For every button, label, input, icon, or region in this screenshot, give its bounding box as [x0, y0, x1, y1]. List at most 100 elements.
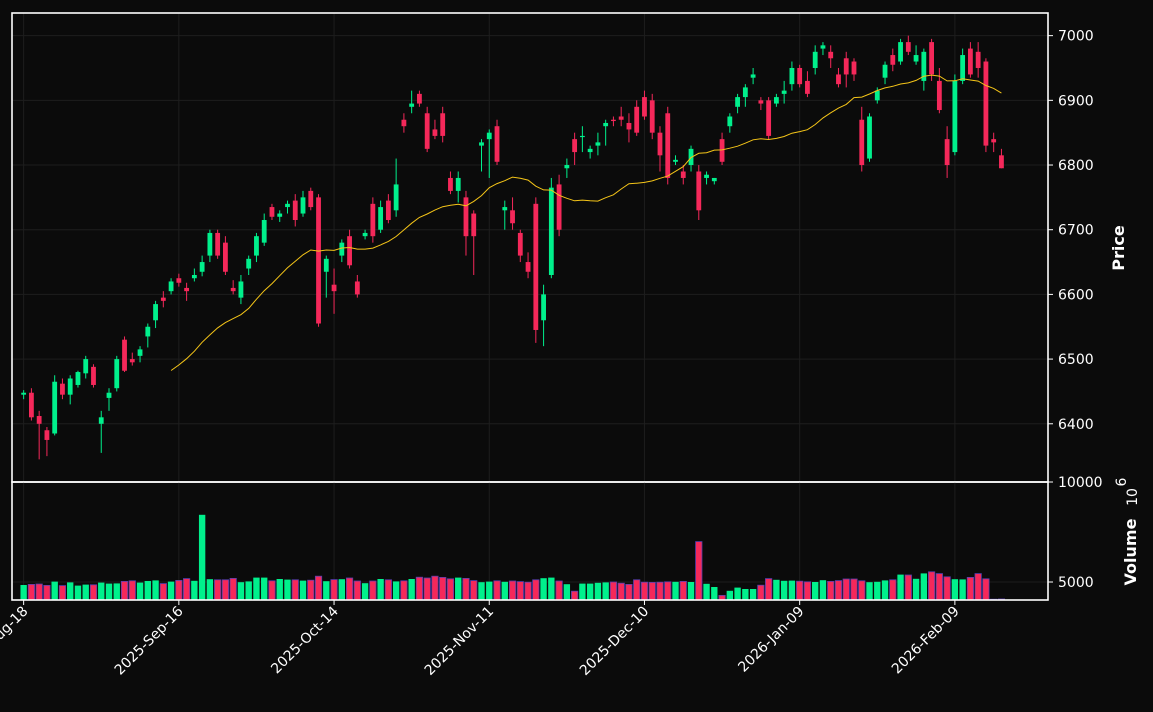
candle-body	[323, 258, 329, 272]
candle-body	[122, 339, 127, 371]
candle-body	[781, 90, 787, 94]
volume-bar	[455, 577, 462, 600]
candle-body	[742, 87, 748, 98]
volume-bar	[959, 579, 966, 600]
candle-body	[455, 177, 461, 191]
volume-bar	[664, 581, 672, 601]
volume-tick-label: 10000	[1058, 475, 1103, 491]
candle-body	[471, 213, 477, 237]
volume-bar	[58, 585, 67, 601]
candle-body	[929, 42, 935, 75]
candle-body	[611, 119, 616, 122]
volume-panel-frame	[11, 481, 1049, 601]
volume-bar	[951, 579, 959, 600]
candle-body	[983, 61, 989, 146]
volume-bar	[314, 575, 323, 601]
candle-body	[921, 51, 927, 81]
candle-body	[711, 177, 717, 182]
candle-body	[83, 359, 89, 374]
volume-bar	[703, 583, 710, 600]
volume-bar	[765, 578, 773, 601]
candle-body	[292, 200, 298, 221]
volume-bar	[812, 582, 819, 600]
candle-body	[261, 220, 267, 243]
volume-bar	[35, 583, 43, 601]
candle-body	[680, 171, 686, 178]
volume-bar	[221, 579, 229, 601]
candle-body	[331, 284, 337, 292]
volume-bar	[128, 580, 136, 601]
candle-body	[874, 90, 880, 101]
volume-bar	[74, 585, 82, 600]
volume-bar	[307, 579, 315, 601]
volume-bar	[501, 581, 508, 600]
candle-body	[913, 55, 919, 62]
volume-bar	[734, 587, 741, 600]
volume-bar	[874, 581, 881, 600]
candle-body	[191, 274, 197, 279]
candle-body	[719, 139, 725, 162]
volume-bar	[408, 579, 415, 600]
candle-body	[494, 126, 500, 162]
volume-bar	[384, 579, 392, 601]
candle-body	[735, 97, 740, 107]
volume-bar	[229, 578, 237, 601]
volume-bar	[850, 578, 858, 601]
candle-body	[882, 64, 888, 78]
candle-body	[308, 190, 314, 208]
candle-body	[548, 187, 554, 275]
candle-body	[223, 242, 228, 272]
volume-bar	[20, 585, 27, 600]
candle-body	[269, 207, 275, 217]
candle-body	[587, 148, 593, 153]
volume-bar	[439, 577, 447, 601]
volume-bar	[486, 581, 493, 600]
candle-body	[859, 119, 865, 166]
candle-body	[556, 184, 562, 230]
volume-bar	[89, 584, 98, 601]
volume-bar	[858, 580, 866, 601]
volume-bar	[377, 579, 384, 600]
volume-bar	[144, 581, 151, 600]
volume-bar	[361, 583, 369, 600]
volume-bar	[423, 577, 431, 601]
candle-body	[52, 381, 58, 434]
volume-bar	[532, 579, 540, 601]
volume-bar	[866, 582, 873, 600]
volume-bar	[935, 573, 943, 601]
volume-bar	[920, 573, 928, 600]
volume-bar	[330, 579, 338, 601]
price-tick-label: 7000	[1058, 29, 1094, 45]
candle-body	[766, 100, 772, 136]
volume-bar	[516, 581, 524, 601]
candle-body	[673, 159, 678, 162]
candle-body	[168, 281, 174, 292]
price-tick-label: 6800	[1058, 158, 1094, 174]
volume-bar	[842, 578, 850, 601]
candle-body	[657, 132, 663, 156]
candle-body	[805, 80, 810, 94]
volume-axis-title: Volume	[1121, 518, 1140, 585]
volume-bar	[82, 584, 89, 600]
volume-bar	[159, 583, 167, 601]
volume-bar	[609, 581, 618, 601]
price-axis-title: Price	[1109, 225, 1128, 271]
volume-bar	[214, 579, 222, 601]
candle-body	[385, 200, 391, 221]
volume-bar	[540, 578, 547, 600]
candle-body	[828, 51, 834, 59]
candle-body	[417, 93, 422, 104]
candle-body	[797, 67, 803, 85]
volume-bar	[803, 581, 812, 601]
volume-bar	[780, 580, 788, 600]
candle-body	[704, 174, 709, 178]
candle-body	[517, 232, 523, 256]
candle-body	[595, 142, 601, 146]
candle-body	[98, 417, 104, 424]
candle-body	[603, 122, 609, 127]
volume-bar	[648, 582, 656, 601]
volume-bar	[571, 590, 579, 601]
candle-body	[812, 51, 818, 68]
volume-bar	[508, 580, 517, 601]
